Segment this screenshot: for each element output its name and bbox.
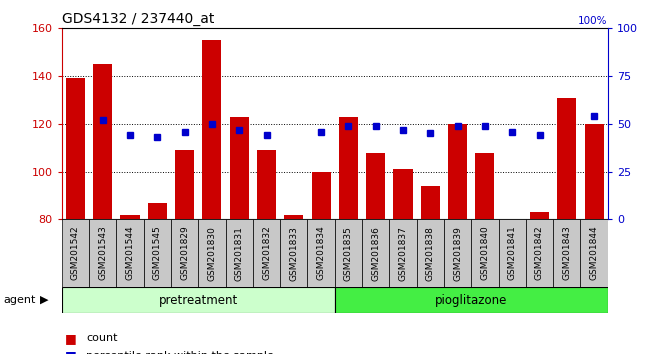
Bar: [553, 219, 580, 287]
Bar: [499, 219, 526, 287]
Bar: [257, 150, 276, 219]
Text: GSM201543: GSM201543: [98, 226, 107, 280]
Text: GDS4132 / 237440_at: GDS4132 / 237440_at: [62, 12, 214, 26]
Text: percentile rank within the sample: percentile rank within the sample: [86, 351, 274, 354]
Text: GSM201840: GSM201840: [480, 226, 489, 280]
Text: GSM201835: GSM201835: [344, 225, 353, 281]
Text: GSM201839: GSM201839: [453, 225, 462, 281]
Text: GSM201834: GSM201834: [317, 226, 326, 280]
Bar: [366, 153, 385, 219]
Bar: [393, 169, 413, 219]
Bar: [471, 219, 499, 287]
Bar: [229, 117, 249, 219]
Bar: [175, 150, 194, 219]
Bar: [62, 287, 335, 313]
Text: GSM201832: GSM201832: [262, 226, 271, 280]
Bar: [448, 124, 467, 219]
Text: GSM201841: GSM201841: [508, 226, 517, 280]
Bar: [530, 212, 549, 219]
Text: GSM201833: GSM201833: [289, 225, 298, 281]
Text: GSM201829: GSM201829: [180, 226, 189, 280]
Bar: [475, 153, 495, 219]
Bar: [284, 215, 304, 219]
Bar: [253, 219, 280, 287]
Bar: [526, 219, 553, 287]
Text: ■: ■: [65, 349, 77, 354]
Text: GSM201542: GSM201542: [71, 226, 80, 280]
Text: GSM201843: GSM201843: [562, 226, 571, 280]
Text: GSM201844: GSM201844: [590, 226, 599, 280]
Text: ▶: ▶: [40, 295, 49, 305]
Bar: [198, 219, 226, 287]
Text: GSM201837: GSM201837: [398, 225, 408, 281]
Bar: [120, 215, 140, 219]
Bar: [171, 219, 198, 287]
Bar: [311, 172, 331, 219]
Text: agent: agent: [3, 295, 36, 305]
Bar: [580, 219, 608, 287]
Text: ■: ■: [65, 332, 77, 344]
Bar: [202, 40, 222, 219]
Bar: [584, 124, 604, 219]
Text: 100%: 100%: [578, 16, 608, 27]
Bar: [226, 219, 253, 287]
Bar: [557, 98, 577, 219]
Bar: [116, 219, 144, 287]
Bar: [66, 79, 85, 219]
Bar: [339, 117, 358, 219]
Text: GSM201836: GSM201836: [371, 225, 380, 281]
Bar: [89, 219, 116, 287]
Bar: [502, 219, 522, 222]
Bar: [62, 219, 89, 287]
Text: pretreatment: pretreatment: [159, 293, 238, 307]
Text: GSM201831: GSM201831: [235, 225, 244, 281]
Bar: [280, 219, 307, 287]
Bar: [444, 219, 471, 287]
Text: GSM201545: GSM201545: [153, 226, 162, 280]
Bar: [362, 219, 389, 287]
Bar: [148, 203, 167, 219]
Bar: [389, 219, 417, 287]
Text: GSM201544: GSM201544: [125, 226, 135, 280]
Bar: [335, 287, 608, 313]
Text: GSM201842: GSM201842: [535, 226, 544, 280]
Text: GSM201838: GSM201838: [426, 225, 435, 281]
Bar: [93, 64, 112, 219]
Bar: [335, 219, 362, 287]
Text: GSM201830: GSM201830: [207, 225, 216, 281]
Bar: [417, 219, 444, 287]
Text: pioglitazone: pioglitazone: [435, 293, 508, 307]
Bar: [307, 219, 335, 287]
Bar: [144, 219, 171, 287]
Text: count: count: [86, 333, 118, 343]
Bar: [421, 186, 440, 219]
